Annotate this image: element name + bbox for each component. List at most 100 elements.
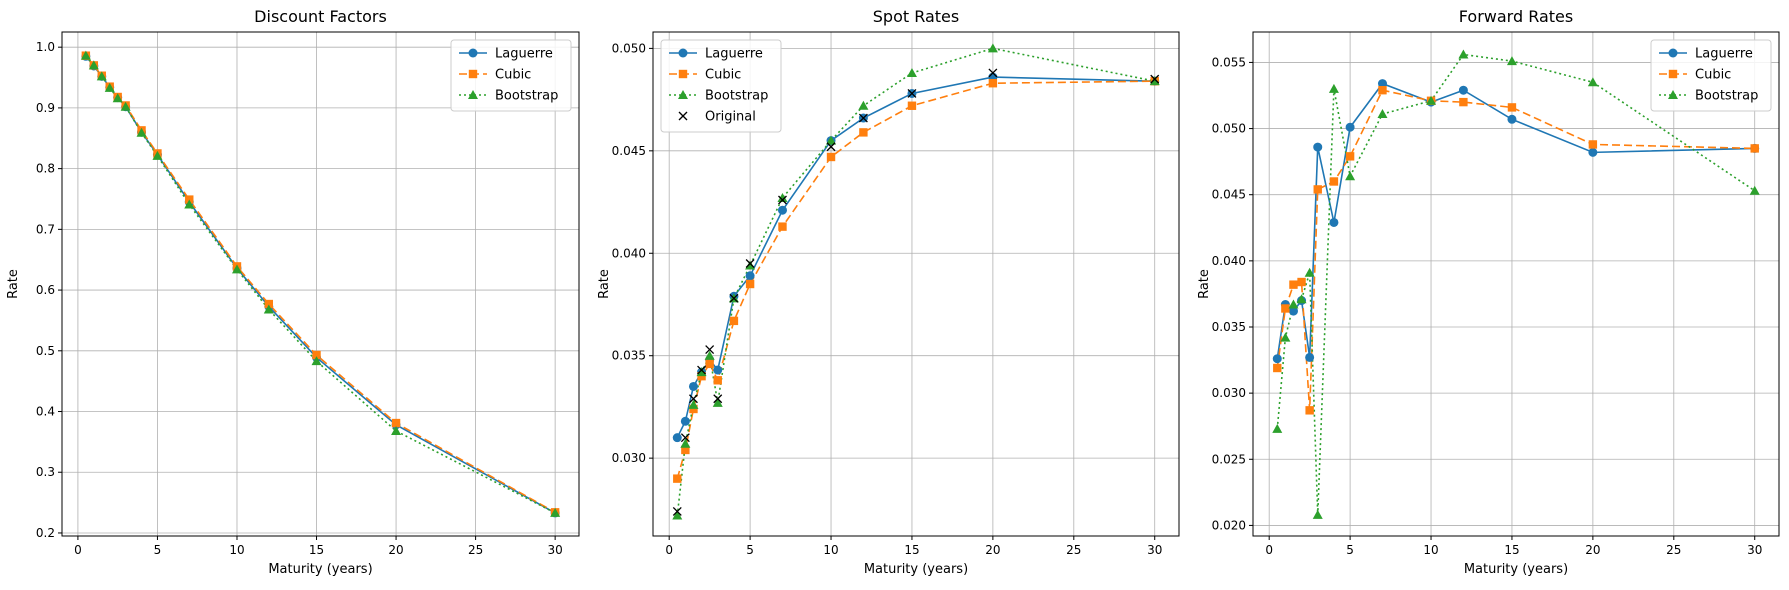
x-marker-stroke [678,111,688,121]
y-tick-label: 0.045 [1212,188,1246,202]
data-point-cubic [745,279,755,289]
x-tick-label: 15 [309,543,324,557]
x-marker-stroke [826,142,836,152]
chart-title: Spot Rates [873,7,959,26]
data-point-cubic [907,101,917,110]
x-tick-label: 10 [1423,543,1438,557]
legend-item-cubic: Cubic [669,68,741,83]
axes-frame [1252,31,1780,537]
legend-label: Cubic [495,68,531,83]
data-point-laguerre [1313,142,1323,152]
data-point-bootstrap [688,399,699,409]
legend-marker [468,69,478,79]
chart-title: Forward Rates [1459,7,1573,26]
legend-item-bootstrap: Bootstrap [459,89,558,104]
y-tick-label: 1.0 [36,40,55,54]
data-point-original [672,506,682,516]
x-tick-label: 20 [388,543,403,557]
x-marker-stroke [1150,74,1160,84]
legend-marker [1668,90,1678,99]
data-point-cubic [1378,86,1387,95]
data-point-bootstrap [858,100,869,110]
data-point-bootstrap [80,50,91,60]
data-point-original [689,394,698,404]
data-point-cubic [1281,304,1290,313]
data-point-cubic [1588,140,1598,149]
data-point-bootstrap [1296,294,1307,304]
legend-item-laguerre: Laguerre [669,47,763,62]
data-point-bootstrap [104,82,115,92]
x-tick-label: 5 [1346,543,1354,557]
legend-label: Bootstrap [495,89,558,104]
data-point-laguerre [1507,114,1517,124]
y-tick-label: 0.2 [36,526,55,540]
legend-item-cubic: Cubic [459,68,531,83]
x-tick-label: 30 [1147,543,1162,557]
legend-marker [1668,48,1678,58]
data-point-bootstrap [1377,109,1388,119]
data-point-original [713,394,723,404]
data-point-laguerre [713,365,723,375]
y-tick-label: 0.040 [1212,254,1246,268]
series-line-cubic [85,55,556,514]
data-point-cubic [312,350,321,360]
x-tick-label: 25 [1666,543,1681,557]
x-tick-label: 10 [823,543,838,557]
data-point-cubic [1297,277,1306,287]
data-point-original [745,259,755,268]
data-point-laguerre [745,271,755,281]
data-point-cubic [1459,97,1468,107]
data-point-cubic [697,371,706,381]
legend-item-original: Original [678,110,756,125]
x-tick-label: 30 [547,543,562,557]
data-point-original [907,89,917,98]
x-tick-label: 30 [1747,543,1762,557]
legend-label: Laguerre [1695,47,1753,62]
data-point-original [988,68,998,78]
series-line-bootstrap [1276,53,1756,515]
series-line-bootstrap [85,55,556,514]
data-point-bootstrap [120,101,131,111]
legend-item-laguerre: Laguerre [1659,47,1753,62]
legend-marker [678,69,688,79]
legend-item-bootstrap: Bootstrap [669,89,768,104]
legend-label: Bootstrap [705,89,768,104]
data-point-bootstrap [777,192,788,202]
chart-panel-3: 0 5 10 15 20 25 30 0.020 0.025 0.030 0.035 0.040 0.0… [1197,7,1780,577]
y-axis-label: Rate [6,269,21,299]
legend-label: Laguerre [705,47,763,62]
y-tick-label: 0.8 [36,162,55,176]
data-point-cubic [1329,177,1339,186]
legend-marker [678,90,688,99]
data-point-bootstrap [1328,83,1339,93]
legend-box [1650,39,1772,112]
data-point-cubic [729,316,739,326]
data-point-bootstrap [231,264,242,274]
data-point-bootstrap [712,397,723,407]
data-point-bootstrap [672,510,683,520]
data-point-cubic [681,445,690,455]
x-marker-stroke [778,195,787,205]
y-tick-label: 0.050 [1212,122,1246,136]
y-tick-label: 0.7 [36,222,55,236]
legend-label: Bootstrap [1695,89,1758,104]
x-tick-label: 10 [229,543,244,557]
x-marker-stroke [729,293,739,303]
data-point-bootstrap [826,135,837,145]
x-marker-stroke [697,365,707,375]
series-group [1272,49,1760,519]
data-point-cubic [1507,103,1517,112]
data-point-cubic [1289,280,1298,289]
data-point-original [1150,74,1160,84]
legend-item-bootstrap: Bootstrap [1659,89,1758,104]
data-point-cubic [705,359,714,369]
axes-frame [652,31,1180,537]
data-point-cubic [673,474,682,483]
data-point-bootstrap [88,60,99,70]
legend-marker [678,111,688,121]
x-marker-stroke [907,89,917,98]
data-point-original [729,293,739,303]
axes-frame [61,31,580,537]
data-point-bootstrap [263,304,274,314]
data-point-bootstrap [112,93,123,103]
